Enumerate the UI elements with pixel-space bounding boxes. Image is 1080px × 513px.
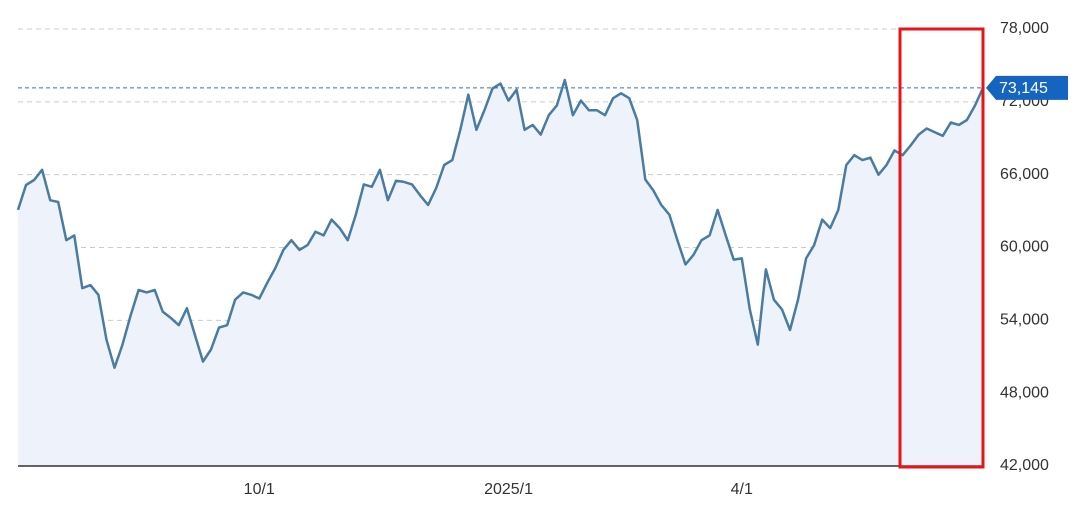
line [16, 78, 985, 369]
last-value-tag [986, 75, 1068, 100]
area [18, 80, 983, 466]
y-tick-label: 66,000 [1000, 166, 1049, 183]
y-tick-label: 60,000 [1000, 239, 1049, 256]
x-tick-label: 2025/1 [484, 481, 533, 498]
y-tick-label: 78,000 [1000, 20, 1049, 37]
last-value-label: 73,145 [999, 80, 1048, 97]
y-tick-label: 54,000 [1000, 312, 1049, 329]
x-tick-label: 10/1 [244, 481, 275, 498]
y-tick-label: 48,000 [1000, 384, 1049, 401]
y-tick-label: 42,000 [1000, 457, 1049, 474]
x-tick-label: 4/1 [731, 481, 753, 498]
highlight-box [898, 27, 985, 469]
